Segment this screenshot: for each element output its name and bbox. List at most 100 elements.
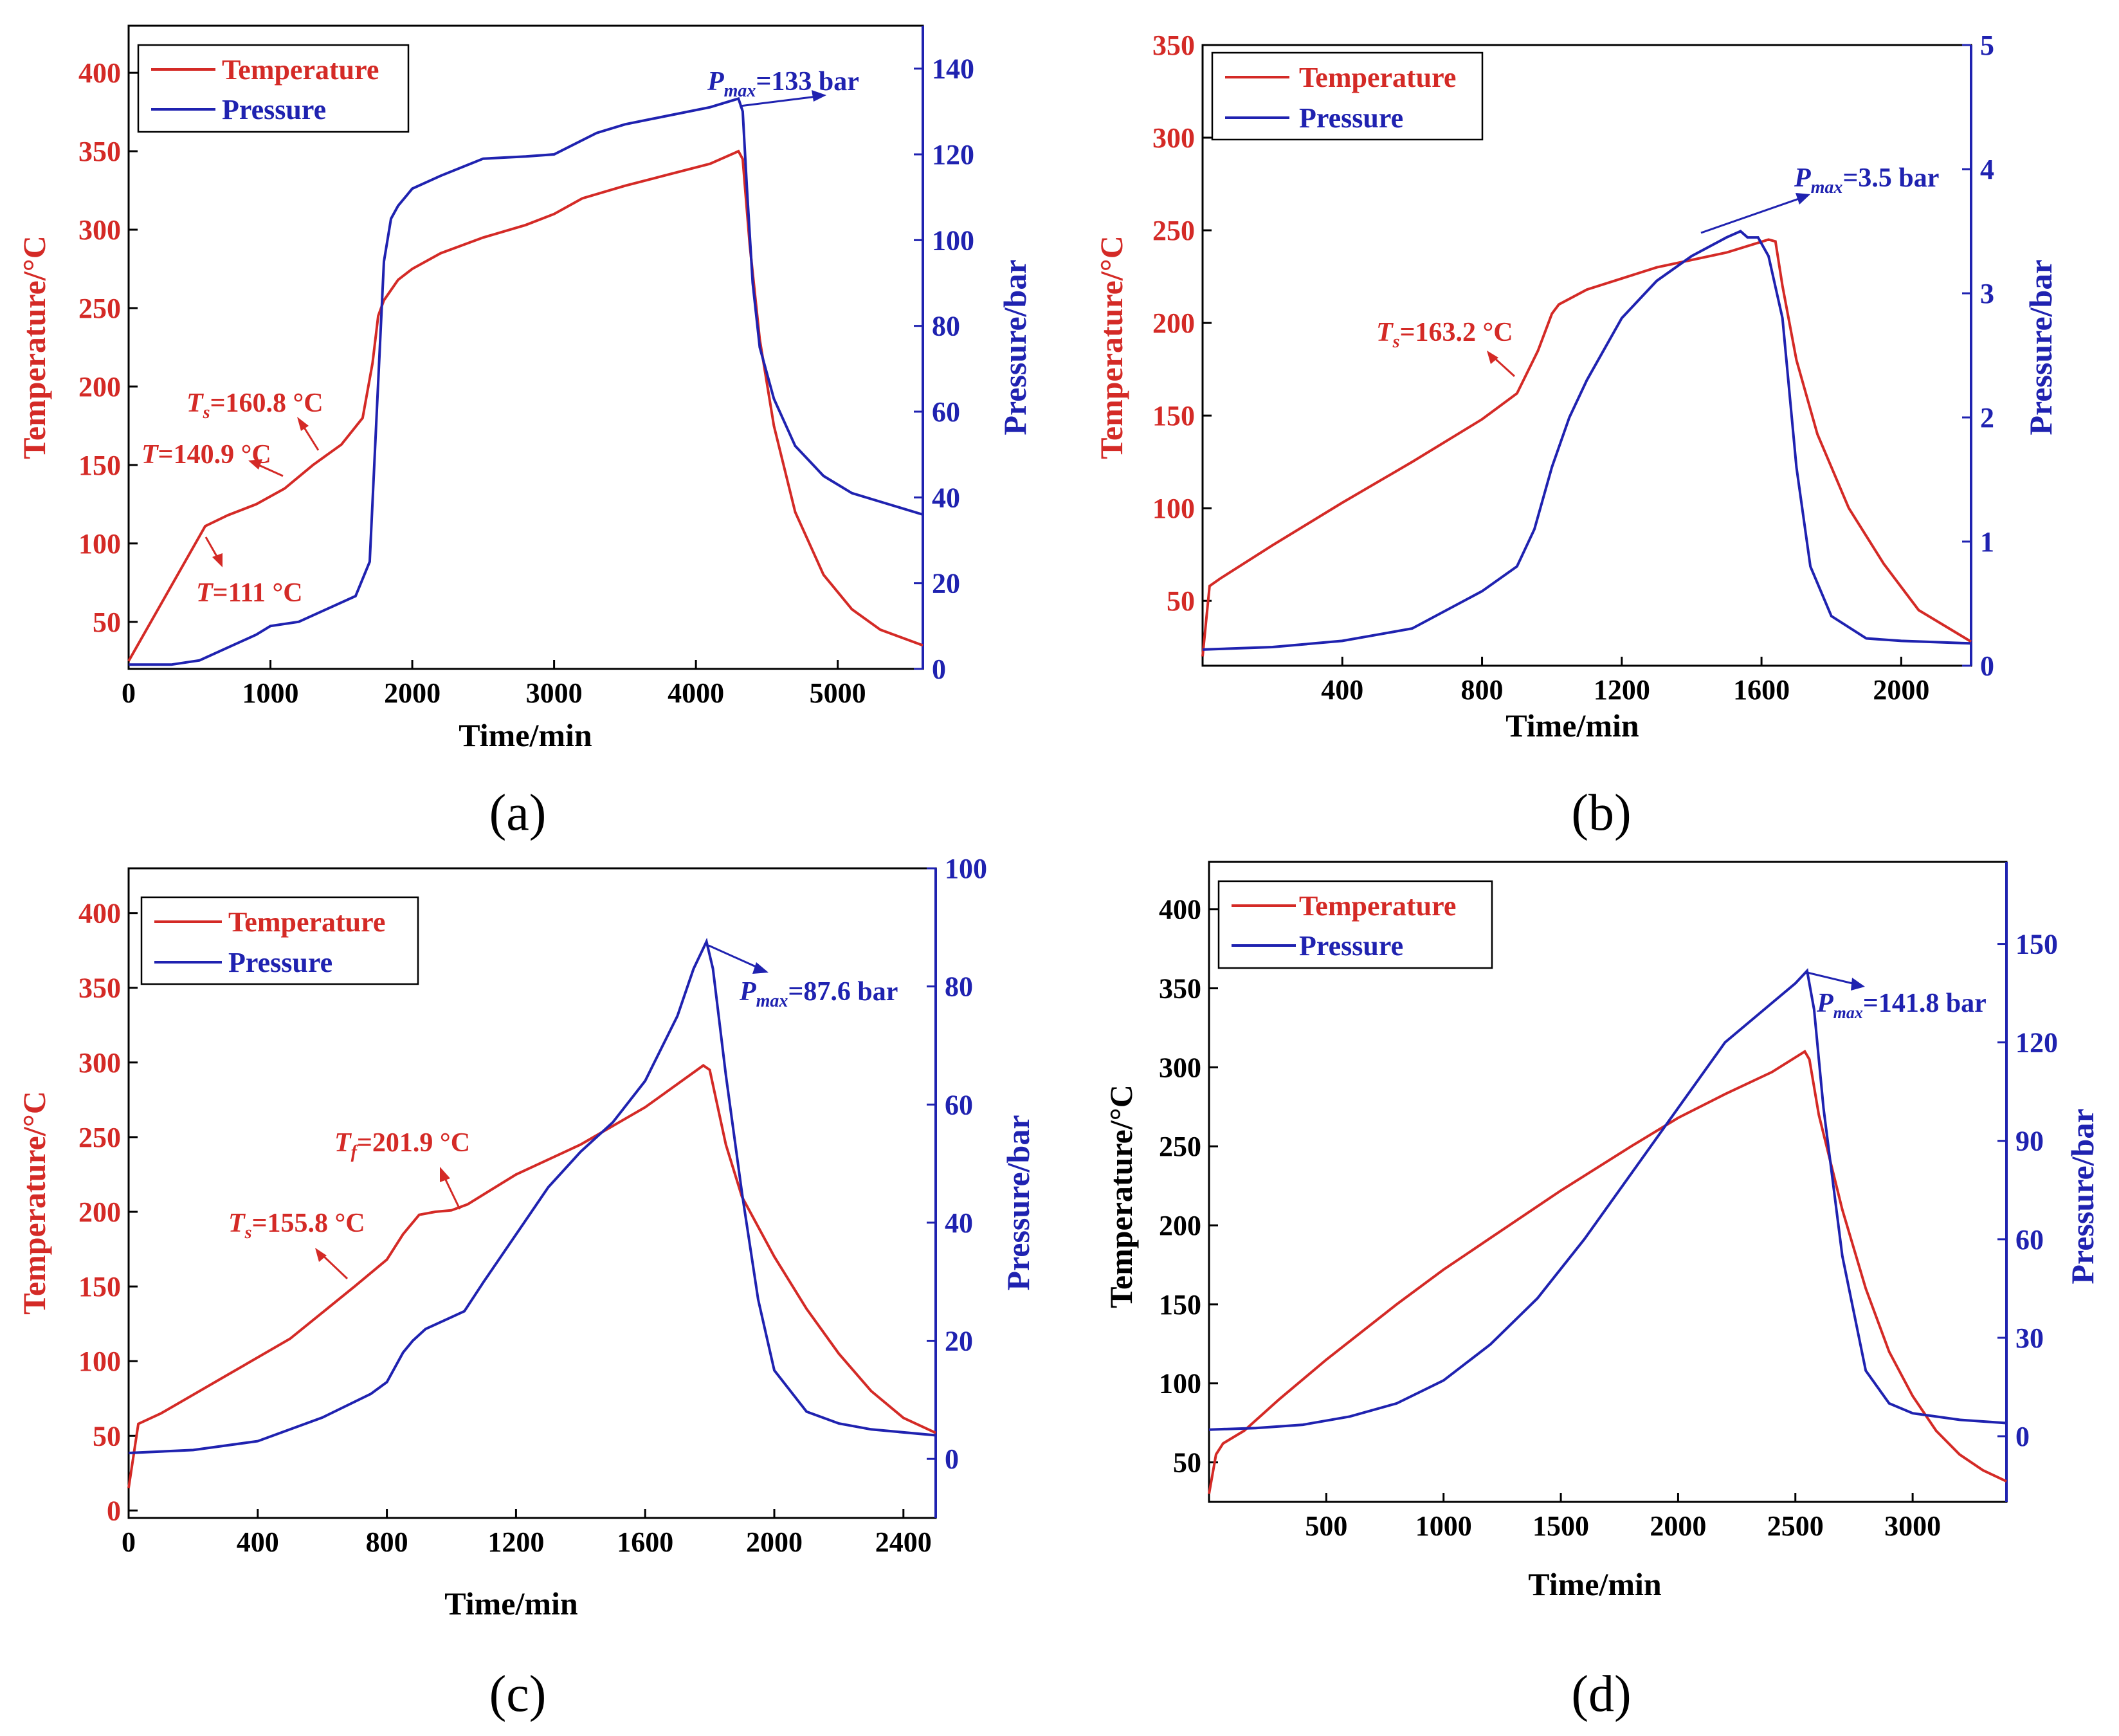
y-right-tick-label: 5 [1980,30,1994,61]
legend-d: Temperature Pressure [1217,880,1493,969]
y-right-tick-label: 0 [1980,650,1994,682]
y-left-label-b: Temperature/°C [1093,235,1129,459]
panel-a: 0 1000 2000 3000 4000 5000 501001502002503003… [16,24,1033,841]
x-tick-label: 800 [1461,674,1504,706]
annotation-t111-a: T=111 °C [196,536,303,608]
y-right-tick-label: 150 [2015,929,2058,960]
y-right-label-a: Pressure/bar [997,259,1033,435]
temperature-line-d [1208,1050,2007,1495]
x-tick-label: 2400 [875,1526,932,1558]
y-left-tick-label: 350 [1152,30,1195,61]
pressure-line-a [129,96,923,666]
y-right-ticks-c: 0 20 40 60 80 100 [927,853,987,1518]
svg-text:T=140.9 °C: T=140.9 °C [141,440,271,470]
y-right-tick-label: 4 [1980,154,1994,185]
legend-pressure-d: Pressure [1299,930,1403,962]
y-left-tick-label: 300 [78,214,121,246]
svg-text:Ts=160.8 °C: Ts=160.8 °C [186,388,323,423]
y-left-ticks-c: 0 50 100 150 200 250 300 350 400 [78,898,138,1526]
y-right-tick-label: 1 [1980,526,1994,558]
svg-text:Pmax=133 bar: Pmax=133 bar [707,67,859,101]
y-left-tick-label: 100 [78,528,121,560]
y-left-tick-label: 400 [78,898,121,929]
y-right-tick-label: 20 [932,568,960,599]
x-tick-label: 1000 [1415,1510,1472,1542]
temperature-line-b [1201,238,1972,657]
y-right-tick-label: 90 [2015,1126,2044,1157]
y-left-tick-label: 300 [78,1047,121,1079]
y-left-tick-label: 200 [78,1196,121,1228]
annotation-t140-a: T=140.9 °C [141,440,284,477]
x-tick-label: 4000 [668,677,724,709]
y-left-tick-label: 350 [1159,973,1201,1005]
y-right-tick-label: 2 [1980,402,1994,434]
x-ticks-c: 0 400 800 1200 1600 2000 2400 [122,1509,932,1558]
svg-text:Ts=155.8 °C: Ts=155.8 °C [228,1209,365,1243]
y-right-tick-label: 0 [932,653,946,685]
annotation-pmax-b: Pmax=3.5 bar [1700,163,1939,234]
panel-label-b: (b) [1571,785,1631,841]
y-right-ticks-b: 0 1 2 3 4 5 [1962,30,1994,682]
y-left-tick-label: 150 [78,450,121,481]
y-left-tick-label: 200 [1159,1210,1201,1241]
x-ticks-a: 0 1000 2000 3000 4000 5000 [122,660,866,709]
x-tick-label: 1500 [1532,1510,1589,1542]
x-tick-label: 2500 [1767,1510,1824,1542]
svg-text:Ts=163.2 °C: Ts=163.2 °C [1376,318,1513,352]
x-tick-label: 2000 [1650,1510,1706,1542]
svg-text:T=111 °C: T=111 °C [196,578,303,608]
legend-a: Temperature Pressure [137,44,410,133]
annotation-pmax-c: Pmax=87.6 bar [708,944,898,1011]
y-right-tick-label: 120 [932,139,974,170]
svg-text:Pmax=141.8 bar: Pmax=141.8 bar [1816,989,1987,1022]
y-left-tick-label: 50 [93,607,121,638]
y-left-tick-label: 250 [78,1122,121,1153]
y-right-ticks-a: 0 20 40 60 80 100 120 140 [914,26,974,685]
legend-pressure-a: Pressure [222,94,326,125]
legend-temperature-d: Temperature [1299,890,1456,922]
legend-pressure-b: Pressure [1299,102,1403,134]
legend-temperature-a: Temperature [222,54,379,86]
panel-label-c: (c) [489,1666,547,1722]
x-tick-label: 5000 [810,677,866,709]
annotation-ts-c: Ts=155.8 °C [228,1209,365,1280]
legend-box-a [137,44,410,133]
legend-b: Temperature Pressure [1211,51,1484,141]
annotation-ts-b: Ts=163.2 °C [1376,318,1516,378]
y-left-tick-label: 250 [1152,215,1195,246]
y-left-tick-label: 50 [1173,1447,1201,1479]
pressure-line-d [1208,968,2007,1431]
pressure-line-c [128,937,936,1454]
y-left-tick-label: 150 [78,1271,121,1302]
annotation-ts-a: Ts=160.8 °C [186,388,323,451]
y-left-tick-label: 100 [78,1346,121,1377]
y-left-tick-label: 400 [78,57,121,89]
x-tick-label: 2000 [384,677,441,709]
legend-temperature-c: Temperature [228,906,385,938]
x-ticks-d: 500 1000 1500 2000 2500 3000 [1305,1493,1941,1542]
x-tick-label: 2000 [1873,674,1929,706]
y-left-tick-label: 0 [107,1495,121,1526]
x-axis-label-b: Time/min [1505,708,1639,744]
x-tick-label: 1600 [1733,674,1790,706]
x-tick-label: 3000 [1884,1510,1941,1542]
legend-c: Temperature Pressure [140,896,419,985]
y-right-tick-label: 100 [932,224,974,256]
y-right-tick-label: 60 [945,1089,973,1120]
x-tick-label: 2000 [746,1526,803,1558]
y-right-tick-label: 80 [945,971,973,1003]
y-left-tick-label: 250 [78,293,121,324]
y-left-label-c: Temperature/°C [16,1091,52,1315]
y-left-tick-label: 350 [78,973,121,1004]
y-right-tick-label: 140 [932,53,974,85]
x-tick-label: 1000 [242,677,299,709]
y-right-ticks-d: 0 30 60 90 120 150 [1997,862,2058,1502]
annotation-pmax-d: Pmax=141.8 bar [1806,971,1987,1022]
y-left-label-a: Temperature/°C [16,235,52,459]
y-left-ticks-b: 50 100 150 200 250 300 350 [1152,30,1212,617]
y-right-tick-label: 0 [945,1443,959,1475]
y-left-tick-label: 100 [1159,1368,1201,1400]
y-right-tick-label: 120 [2015,1027,2058,1059]
svg-text:Pmax=3.5 bar: Pmax=3.5 bar [1794,163,1939,197]
